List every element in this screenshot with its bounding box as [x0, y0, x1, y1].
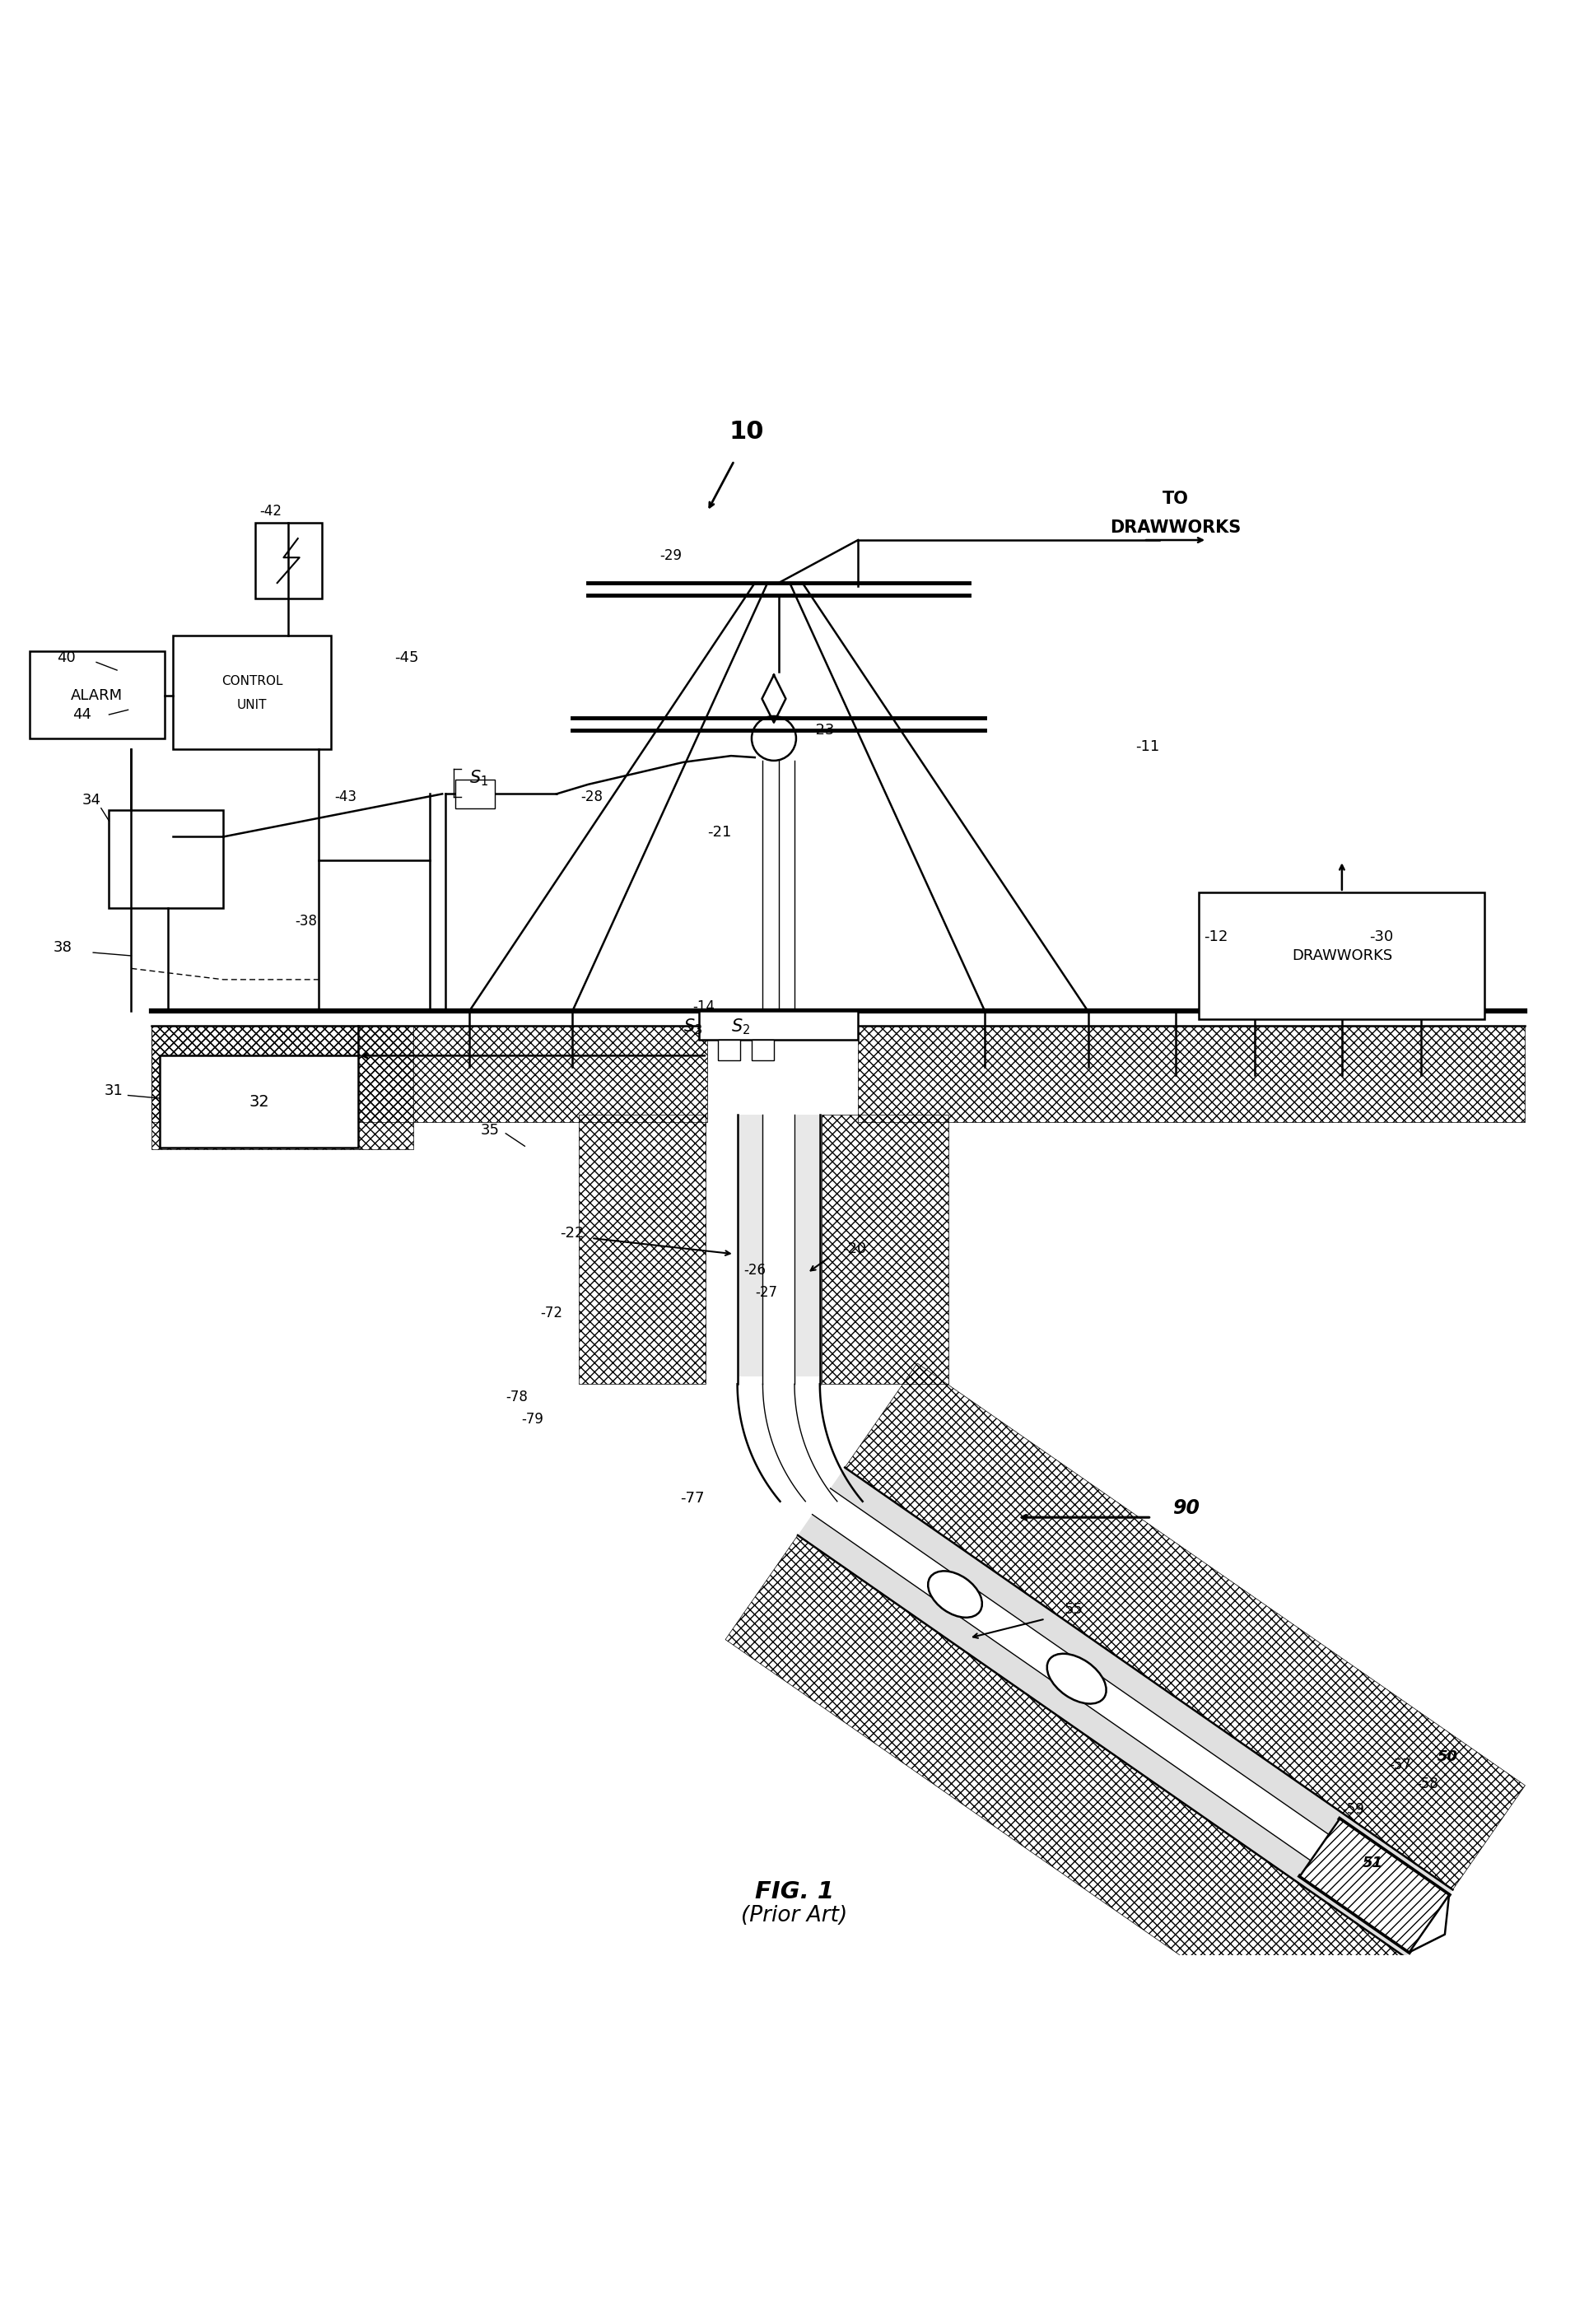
Text: -21: -21: [707, 825, 731, 839]
Text: DRAWWORKS: DRAWWORKS: [1292, 948, 1392, 962]
Bar: [254, 523, 321, 600]
Text: -14: -14: [693, 999, 715, 1013]
Text: FIG. 1: FIG. 1: [755, 1880, 834, 1903]
Text: -30: -30: [1368, 930, 1394, 944]
Text: $S_2$: $S_2$: [731, 1018, 750, 1037]
Text: 90: 90: [1173, 1499, 1200, 1518]
Text: -78: -78: [505, 1390, 528, 1404]
Text: (Prior Art): (Prior Art): [742, 1906, 847, 1927]
Text: 44: 44: [73, 706, 92, 723]
Text: -58: -58: [1416, 1776, 1438, 1792]
Bar: [752, 1039, 774, 1060]
Text: -59: -59: [1343, 1801, 1363, 1817]
Text: -72: -72: [540, 1306, 563, 1320]
Bar: [153, 1025, 413, 1150]
Text: -57: -57: [1389, 1757, 1411, 1773]
Text: -42: -42: [259, 504, 281, 518]
Bar: [110, 809, 224, 909]
Text: -23: -23: [810, 723, 834, 737]
Bar: [718, 1039, 740, 1060]
Bar: [160, 1055, 358, 1148]
Text: -38: -38: [294, 913, 316, 927]
Bar: [153, 1025, 707, 1155]
Text: -77: -77: [680, 1492, 704, 1506]
Ellipse shape: [928, 1571, 982, 1618]
Text: 31: 31: [105, 1083, 122, 1097]
Text: 40: 40: [57, 651, 75, 665]
Text: -79: -79: [521, 1411, 543, 1427]
Polygon shape: [831, 1466, 1452, 1910]
Text: -29: -29: [659, 548, 682, 562]
Text: -28: -28: [580, 790, 602, 804]
Bar: [1200, 892, 1484, 1020]
Bar: [153, 1025, 707, 1122]
Bar: [454, 779, 494, 809]
Bar: [796, 1116, 820, 1376]
Text: 35: 35: [480, 1122, 499, 1139]
Text: -45: -45: [394, 651, 419, 665]
Bar: [578, 1116, 706, 1385]
Bar: [173, 634, 331, 751]
Bar: [739, 1116, 763, 1376]
Text: 34: 34: [83, 792, 102, 809]
Text: 55: 55: [1065, 1601, 1084, 1618]
Text: ALARM: ALARM: [70, 688, 122, 702]
Polygon shape: [1300, 1820, 1449, 1952]
Text: -27: -27: [755, 1285, 777, 1299]
Text: 50: 50: [1436, 1750, 1457, 1764]
Text: -26: -26: [744, 1262, 766, 1278]
Text: -22: -22: [559, 1227, 583, 1241]
Text: UNIT: UNIT: [237, 700, 267, 711]
Text: $S_3$: $S_3$: [683, 1018, 702, 1037]
Bar: [858, 1025, 1524, 1122]
Text: 32: 32: [249, 1095, 269, 1109]
Bar: [699, 1011, 858, 1039]
Text: CONTROL: CONTROL: [221, 674, 283, 688]
Text: 51: 51: [1362, 1857, 1382, 1871]
Bar: [822, 1116, 949, 1385]
Text: TO: TO: [1162, 490, 1189, 507]
Text: -12: -12: [1204, 930, 1228, 944]
Text: -11: -11: [1136, 739, 1160, 753]
Text: -20: -20: [842, 1241, 866, 1257]
Text: DRAWWORKS: DRAWWORKS: [1109, 518, 1241, 535]
Text: 38: 38: [54, 941, 73, 955]
Text: 10: 10: [729, 421, 764, 444]
Polygon shape: [798, 1515, 1421, 1957]
Ellipse shape: [1047, 1655, 1106, 1703]
Text: -43: -43: [334, 790, 356, 804]
Bar: [30, 651, 165, 739]
Text: $S_1$: $S_1$: [469, 769, 488, 788]
